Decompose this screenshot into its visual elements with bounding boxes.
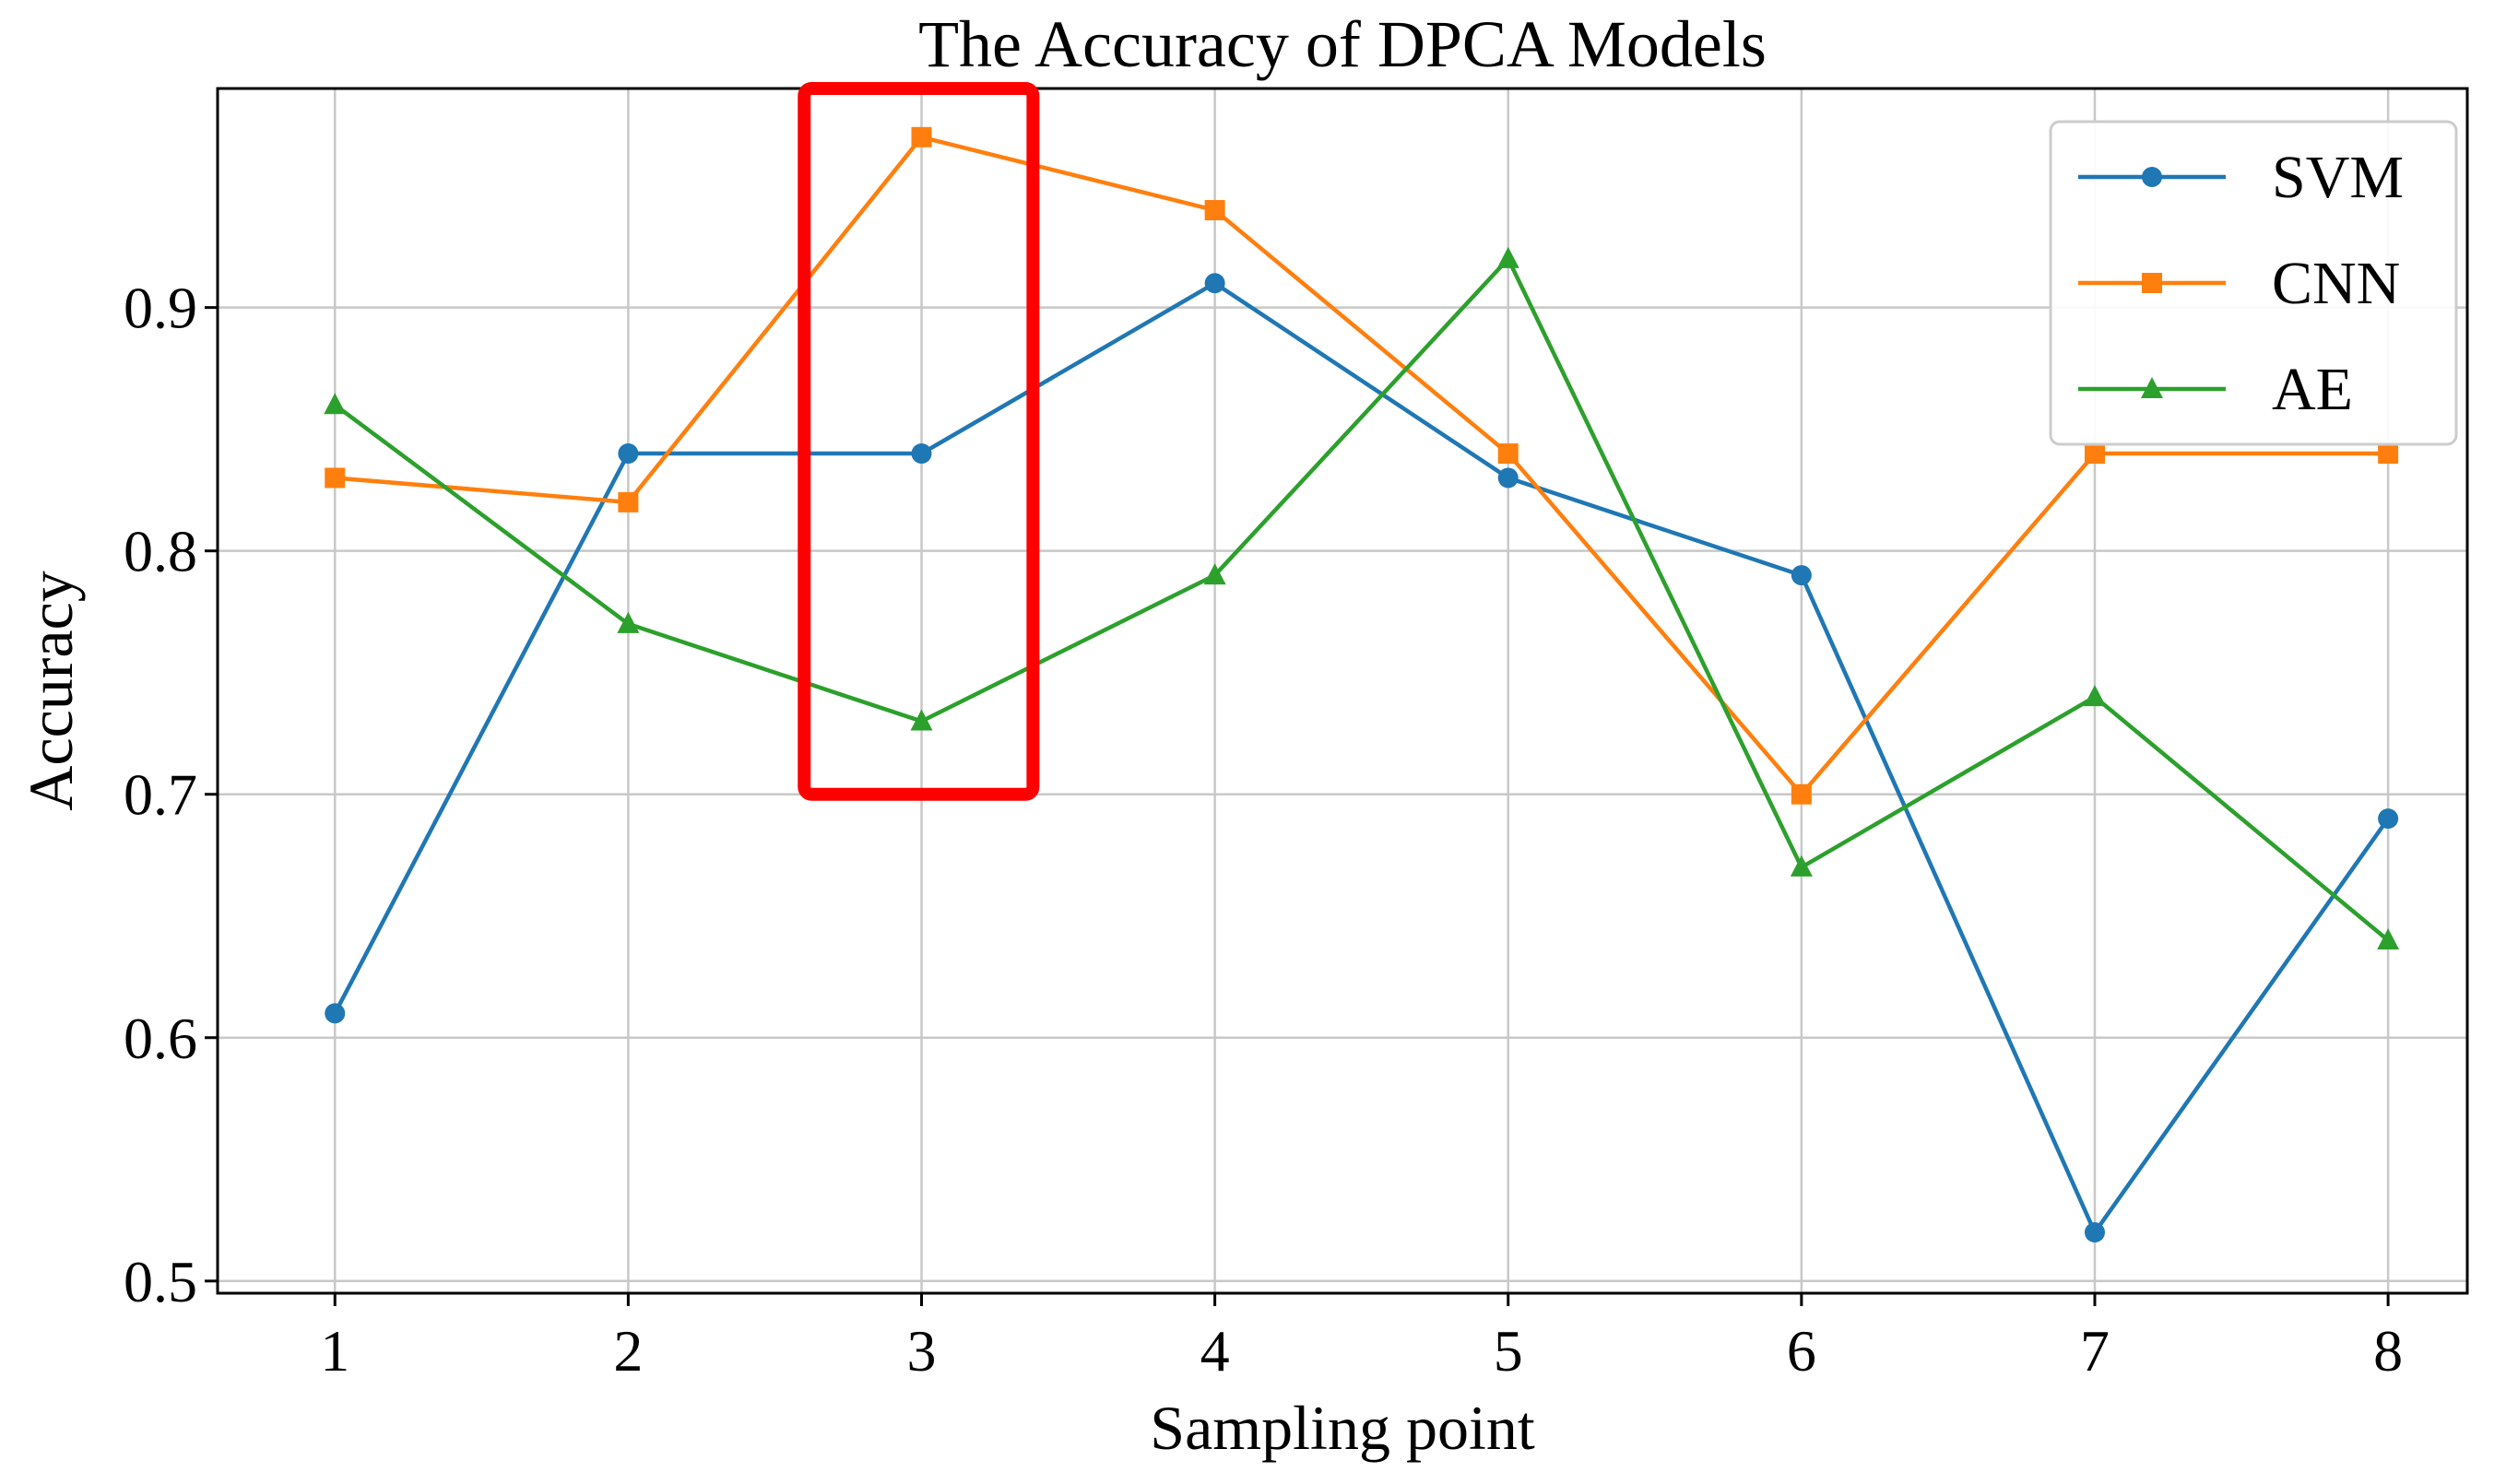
legend-label: CNN xyxy=(2272,250,2400,317)
ae-point xyxy=(1790,854,1813,877)
y-tick-label: 0.5 xyxy=(124,1249,197,1314)
x-tick-label: 6 xyxy=(1787,1318,1816,1384)
cnn-point xyxy=(911,126,932,147)
cnn-point xyxy=(1497,443,1519,465)
legend-marker xyxy=(2142,167,2162,187)
svm-point xyxy=(2084,1221,2105,1243)
y-tick-label: 0.9 xyxy=(124,276,197,341)
cnn-point xyxy=(2378,443,2399,465)
axis-ticks: 1 2 3 4 5 6 7 8 0.5 0.6 0.7 0.8 0.9 xyxy=(124,276,2403,1384)
ae-point xyxy=(324,393,347,415)
x-tick-label: 1 xyxy=(320,1318,349,1384)
ae-point xyxy=(2377,928,2400,950)
ae-point xyxy=(910,709,933,731)
ae-point xyxy=(617,611,640,633)
y-tick-label: 0.6 xyxy=(124,1006,197,1071)
series-svm xyxy=(325,273,2399,1243)
legend: SVM CNN AE xyxy=(2049,120,2458,446)
legend-item-cnn: CNN xyxy=(2078,250,2400,317)
y-tick-label: 0.7 xyxy=(124,762,197,828)
svm-point xyxy=(1791,565,1812,586)
cnn-point xyxy=(1791,783,1812,805)
ae-point xyxy=(1496,246,1519,268)
legend-marker xyxy=(2141,377,2163,398)
series-ae xyxy=(324,246,2400,950)
svm-point xyxy=(911,443,932,465)
svm-point xyxy=(2378,808,2399,830)
ae-line xyxy=(333,256,2390,942)
x-tick-label: 5 xyxy=(1494,1318,1523,1384)
cnn-point xyxy=(618,491,639,512)
x-tick-label: 3 xyxy=(906,1318,936,1384)
series-group xyxy=(324,126,2400,1243)
legend-box xyxy=(2049,120,2458,446)
highlight-box xyxy=(798,82,1040,801)
cnn-point xyxy=(2084,443,2105,465)
x-tick-label: 7 xyxy=(2080,1318,2110,1384)
cnn-line xyxy=(335,135,2389,796)
legend-item-ae: AE xyxy=(2078,356,2353,423)
ae-point xyxy=(1203,563,1226,585)
legend-label: SVM xyxy=(2272,144,2404,211)
y-axis-label: Accuracy xyxy=(16,571,86,810)
cnn-point xyxy=(325,467,346,489)
series-cnn xyxy=(325,126,2399,805)
legend-item-svm: SVM xyxy=(2078,144,2404,211)
legend-marker xyxy=(2142,273,2162,293)
plot-frame xyxy=(216,87,2469,1295)
x-axis-label: Sampling point xyxy=(1150,1393,1535,1463)
svm-point xyxy=(618,443,639,465)
svm-point xyxy=(1497,467,1519,489)
cnn-point xyxy=(1204,200,1225,221)
svm-point xyxy=(1204,273,1225,294)
y-tick-label: 0.8 xyxy=(124,519,197,584)
x-tick-label: 4 xyxy=(1200,1318,1230,1384)
x-tick-label: 2 xyxy=(613,1318,643,1384)
x-tick-label: 8 xyxy=(2373,1318,2403,1384)
svm-point xyxy=(325,1003,346,1024)
svm-line xyxy=(333,280,2390,1235)
ae-point xyxy=(2083,685,2106,707)
chart-title: The Accuracy of DPCA Models xyxy=(918,7,1767,81)
legend-label: AE xyxy=(2272,356,2353,423)
